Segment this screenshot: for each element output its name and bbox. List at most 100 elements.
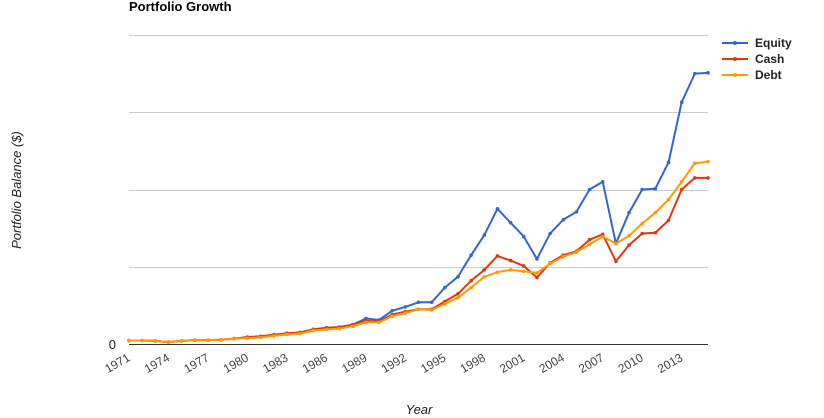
debt-point bbox=[219, 337, 223, 342]
legend-item-equity[interactable]: Equity bbox=[722, 36, 792, 50]
debt-point bbox=[350, 324, 355, 329]
x-tick-label: 2004 bbox=[537, 350, 567, 376]
debt-point bbox=[521, 269, 526, 274]
legend-item-cash[interactable]: Cash bbox=[722, 52, 784, 66]
legend-marker-equity bbox=[733, 41, 737, 45]
equity-point bbox=[482, 233, 487, 237]
equity-point bbox=[429, 300, 434, 305]
x-tick-label: 1992 bbox=[379, 350, 409, 376]
equity-point bbox=[666, 160, 671, 165]
equity-point bbox=[521, 234, 526, 239]
cash-line bbox=[129, 176, 708, 344]
debt-point bbox=[403, 311, 408, 315]
equity-point bbox=[456, 274, 460, 279]
debt-point bbox=[271, 334, 276, 338]
debt-point bbox=[429, 308, 434, 312]
debt-point bbox=[206, 338, 210, 342]
debt-point bbox=[640, 221, 644, 226]
equity-point bbox=[679, 100, 684, 105]
debt-point bbox=[469, 285, 473, 290]
cash-point bbox=[653, 230, 658, 235]
debt-point bbox=[561, 254, 566, 259]
series-cash bbox=[127, 176, 710, 344]
debt-point bbox=[600, 234, 605, 239]
debt-point bbox=[298, 331, 302, 336]
debt-point bbox=[548, 261, 552, 266]
equity-point bbox=[443, 285, 447, 290]
debt-point bbox=[574, 250, 579, 254]
debt-point bbox=[495, 270, 500, 274]
equity-point bbox=[548, 231, 552, 236]
debt-line bbox=[129, 160, 709, 344]
equity-point bbox=[535, 257, 539, 261]
x-tick-label: 2001 bbox=[497, 350, 527, 376]
debt-point bbox=[258, 335, 263, 340]
equity-point bbox=[640, 187, 644, 192]
debt-point bbox=[377, 320, 381, 325]
debt-point bbox=[179, 339, 184, 343]
debt-point bbox=[140, 338, 144, 343]
debt-point bbox=[311, 328, 316, 333]
debt-point bbox=[245, 336, 250, 341]
equity-point bbox=[469, 253, 473, 257]
debt-point bbox=[232, 336, 237, 341]
x-tick-label: 1977 bbox=[181, 350, 211, 376]
series-equity bbox=[127, 71, 710, 344]
legend-label-cash: Cash bbox=[755, 52, 784, 66]
x-tick-label: 1995 bbox=[418, 350, 448, 376]
debt-point bbox=[508, 268, 513, 272]
x-tick-label: 1971 bbox=[102, 350, 132, 376]
debt-point bbox=[679, 179, 684, 184]
cash-point bbox=[456, 291, 460, 296]
x-axis-ticks: 1971 1974 1977 1980 1983 1986 1989 1992 1995 1998… bbox=[102, 350, 685, 376]
debt-point bbox=[614, 241, 618, 246]
legend-marker-debt bbox=[733, 73, 737, 77]
debt-point bbox=[390, 314, 394, 318]
debt-point bbox=[627, 234, 631, 238]
legend-label-equity: Equity bbox=[755, 36, 792, 50]
debt-point bbox=[416, 307, 421, 312]
debt-point bbox=[443, 302, 447, 306]
legend-label-debt: Debt bbox=[755, 68, 782, 82]
legend-item-debt[interactable]: Debt bbox=[722, 68, 782, 82]
cash-point bbox=[693, 176, 697, 180]
cash-point bbox=[521, 264, 526, 268]
cash-point bbox=[627, 243, 631, 247]
debt-point bbox=[535, 271, 539, 275]
x-tick-label: 2013 bbox=[655, 350, 685, 376]
equity-point bbox=[508, 220, 513, 225]
cash-point bbox=[482, 268, 487, 272]
equity-point bbox=[653, 186, 658, 191]
x-tick-label: 1986 bbox=[300, 350, 330, 376]
x-tick-label: 2007 bbox=[576, 350, 606, 376]
x-tick-label: 1983 bbox=[260, 350, 290, 376]
x-tick-label: 2010 bbox=[616, 350, 646, 376]
debt-point bbox=[693, 161, 697, 166]
cash-point bbox=[640, 231, 644, 236]
cash-point bbox=[706, 176, 710, 180]
gridlines bbox=[129, 35, 708, 345]
cash-point bbox=[508, 258, 513, 263]
debt-point bbox=[482, 274, 487, 279]
cash-point bbox=[535, 275, 539, 280]
equity-point bbox=[574, 210, 579, 214]
equity-point bbox=[706, 71, 710, 75]
cash-point bbox=[587, 237, 592, 242]
y-axis-title: Portfolio Balance ($) bbox=[9, 131, 24, 249]
legend-marker-cash bbox=[733, 57, 737, 61]
debt-point bbox=[666, 197, 671, 202]
equity-point bbox=[600, 179, 605, 184]
x-tick-label: 1998 bbox=[458, 350, 488, 376]
debt-point bbox=[364, 320, 368, 325]
series-debt bbox=[127, 159, 710, 344]
equity-point bbox=[403, 305, 408, 309]
debt-point bbox=[166, 340, 171, 344]
debt-point bbox=[285, 332, 289, 337]
equity-point bbox=[416, 300, 421, 305]
equity-point bbox=[561, 217, 566, 222]
x-tick-label: 1974 bbox=[142, 350, 172, 376]
cash-point bbox=[469, 278, 473, 283]
cash-point bbox=[666, 218, 671, 223]
cash-point bbox=[495, 254, 500, 258]
debt-point bbox=[153, 339, 158, 343]
